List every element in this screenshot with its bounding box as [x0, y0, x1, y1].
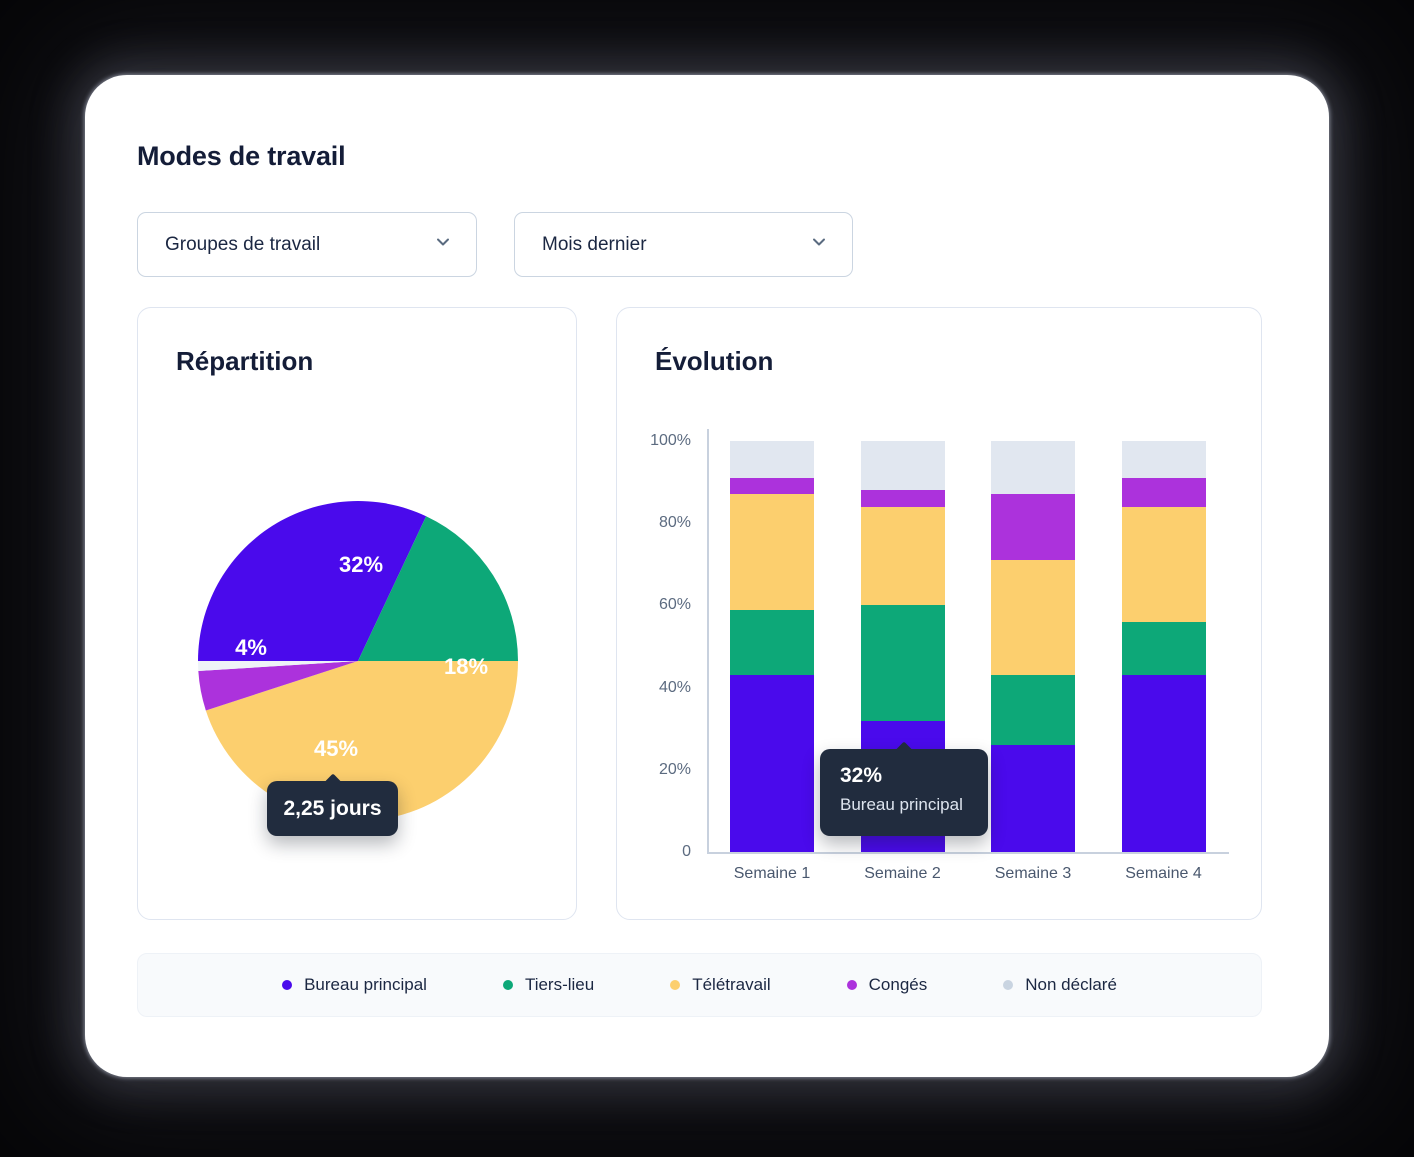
bar-segment-bureau-principal[interactable] [1121, 675, 1206, 852]
group-select-value: Groupes de travail [165, 233, 321, 255]
group-select[interactable]: Groupes de travail [137, 212, 477, 277]
app-window: Modes de travail Groupes de travail Mois… [85, 75, 1329, 1077]
bar-segment-non-d-clar-[interactable] [730, 441, 815, 479]
pie-chart-svg [198, 501, 518, 821]
repartition-card: Répartition 32% 18% 45% 4% 2,25 jours [137, 307, 577, 920]
bar-segment-bureau-principal[interactable] [991, 745, 1076, 852]
y-axis-tick: 20% [658, 760, 691, 778]
bar-tooltip: 32% Bureau principal [820, 741, 988, 836]
legend-item-non-d-clar-[interactable]: Non déclaré [1003, 975, 1117, 995]
pie-tooltip: 2,25 jours [267, 773, 398, 836]
y-axis-line [707, 429, 709, 854]
pie-slice-t-l-travail[interactable] [205, 661, 518, 821]
x-axis-line [707, 852, 1229, 854]
y-axis-tick: 40% [658, 678, 691, 696]
legend-label: Congés [868, 975, 928, 994]
x-axis-label: Semaine 4 [1125, 865, 1202, 882]
legend-dot-icon [846, 980, 857, 990]
bar-tooltip-value: 32% [840, 764, 883, 787]
bar-stack [1121, 441, 1206, 852]
bar-column-3 [968, 440, 1099, 852]
legend-item-t-l-travail[interactable]: Télétravail [670, 975, 771, 995]
legend-item-cong-s[interactable]: Congés [846, 975, 928, 995]
pie-slice-non-d-clar-[interactable] [198, 661, 358, 672]
pie-tooltip-value: 2,25 jours [283, 796, 382, 820]
bar-stack [991, 440, 1076, 852]
y-axis-tick: 100% [650, 432, 691, 449]
chevron-down-icon [434, 233, 452, 256]
bar-segment-t-l-travail[interactable] [730, 494, 815, 610]
legend-dot-icon [1003, 980, 1014, 990]
bar-segment-t-l-travail[interactable] [991, 560, 1076, 676]
bar-column-4 [1099, 441, 1230, 852]
legend-label: Télétravail [692, 975, 771, 994]
y-axis-tick: 0 [682, 843, 691, 860]
bar-segment-t-l-travail[interactable] [860, 506, 945, 606]
bar-segment-tiers-lieu[interactable] [1121, 621, 1206, 676]
bar-segment-cong-s[interactable] [860, 490, 945, 507]
pie-slice-tiers-lieu[interactable] [358, 516, 518, 661]
bar-segment-cong-s[interactable] [1121, 478, 1206, 507]
bar-segment-bureau-principal[interactable] [730, 675, 815, 852]
bar-stack [730, 441, 815, 852]
period-select-value: Mois dernier [542, 233, 647, 255]
evolution-card: Évolution 0 20% 40% 60% 80% 100% Semaine 1 Sem… [616, 307, 1262, 920]
chevron-down-icon [810, 233, 828, 256]
bar-tooltip-label: Bureau principal [840, 795, 963, 814]
bar-segment-tiers-lieu[interactable] [730, 609, 815, 676]
legend-item-tiers-lieu[interactable]: Tiers-lieu [502, 975, 595, 995]
legend-label: Tiers-lieu [524, 975, 595, 994]
legend-dot-icon [502, 980, 513, 990]
pie-chart: 32% 18% 45% 4% [198, 501, 518, 821]
chart-legend: Bureau principal Tiers-lieu Télétravail Con… [137, 953, 1262, 1017]
x-axis-label: Semaine 3 [994, 865, 1072, 882]
bar-segment-tiers-lieu[interactable] [860, 605, 945, 721]
pie-slice-cong-s[interactable] [198, 661, 358, 711]
bar-segment-t-l-travail[interactable] [1121, 506, 1206, 622]
bar-segment-non-d-clar-[interactable] [1121, 441, 1206, 479]
bar-segment-cong-s[interactable] [991, 494, 1076, 561]
repartition-card-title: Répartition [176, 346, 314, 376]
y-axis-tick: 60% [658, 596, 691, 614]
pie-slice-bureau-principal[interactable] [198, 501, 427, 661]
legend-dot-icon [282, 980, 293, 990]
legend-label: Bureau principal [304, 975, 427, 994]
x-axis-label: Semaine 1 [733, 865, 811, 882]
legend-dot-icon [670, 980, 681, 990]
legend-item-bureau-principal[interactable]: Bureau principal [282, 975, 427, 995]
y-axis-tick: 80% [658, 514, 691, 532]
bar-column-1 [707, 441, 838, 852]
bar-segment-tiers-lieu[interactable] [991, 675, 1076, 746]
legend-label: Non déclaré [1025, 975, 1117, 994]
bar-segment-non-d-clar-[interactable] [991, 440, 1076, 495]
bar-segment-cong-s[interactable] [730, 478, 815, 495]
page-title: Modes de travail [137, 141, 346, 171]
x-axis-label: Semaine 2 [864, 865, 941, 882]
period-select[interactable]: Mois dernier [514, 212, 853, 277]
evolution-card-title: Évolution [655, 346, 774, 376]
bar-segment-non-d-clar-[interactable] [860, 441, 945, 491]
